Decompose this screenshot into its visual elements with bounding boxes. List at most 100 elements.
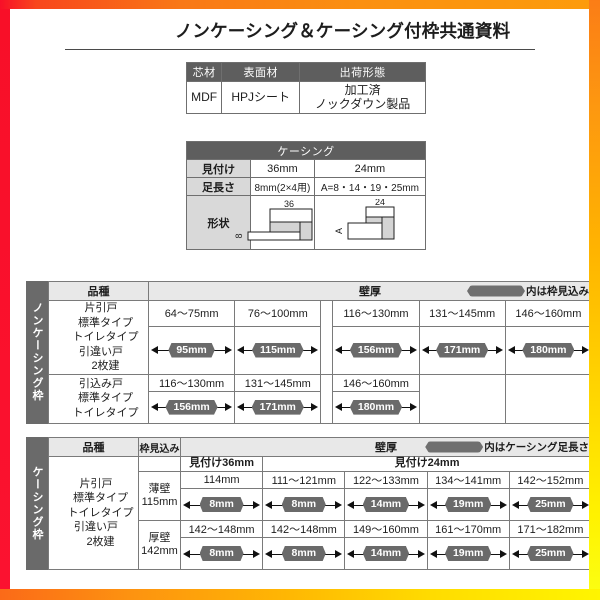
- page-border-left: [0, 0, 10, 600]
- cell-depth-thick: 厚壁 142mm: [138, 520, 181, 570]
- dimension-value: 8mm: [281, 497, 326, 512]
- cell-range-2: 76～100mm: [234, 300, 322, 327]
- header-kind: 品種: [49, 282, 149, 300]
- table-row-dimensions: 8mm 8mm 14mm: [49, 537, 593, 570]
- dimension-value: 14mm: [362, 546, 410, 561]
- dimension-arrow: 25mm: [510, 490, 591, 520]
- spacer-column: [320, 300, 334, 375]
- dimension-arrow: 156mm: [333, 335, 418, 365]
- dimension-arrow: 8mm: [263, 539, 344, 569]
- dimension-value: 180mm: [522, 342, 575, 358]
- cell-kind-casing: 片引戸 標準タイプ トイレタイプ 引違い戸 2枚建: [48, 456, 139, 570]
- table-row-dimensions: 95mm 115mm 156mm: [49, 325, 593, 375]
- cell-dim-5: 25mm: [508, 488, 593, 521]
- cell-surface-material: HPJシート: [221, 81, 301, 114]
- kind-line-5: 2枚建: [86, 535, 115, 548]
- dimension-value: 8mm: [199, 546, 244, 561]
- cell-range-3: 149～160mm: [344, 520, 428, 538]
- cell-dim-4: 171mm: [418, 325, 506, 375]
- cell-empty-1: [418, 373, 506, 424]
- note-casing-leg: 内はケーシング足長さ: [425, 440, 589, 455]
- page-title: ノンケーシング＆ケーシング付枠共通資料: [174, 21, 511, 41]
- cell-dim-1: 156mm: [147, 390, 236, 424]
- cell-range-2: 142～148mm: [262, 520, 346, 538]
- cell-dim-1: 8mm: [179, 537, 264, 570]
- shape-diagram-24: 24 A: [315, 197, 425, 249]
- svg-text:24: 24: [375, 199, 385, 207]
- cell-range-5: 142～152mm: [508, 471, 593, 489]
- depth-line-1: 薄壁: [148, 482, 171, 495]
- group-header-casing: ケーシング: [186, 141, 426, 160]
- section-side-label-casing: ケーシング枠: [26, 437, 48, 570]
- depth-line-2: 115mm: [141, 496, 178, 508]
- dimension-value: 19mm: [444, 546, 492, 561]
- dimension-arrow: 115mm: [235, 335, 320, 365]
- table-row: 見付け 36mm 24mm: [186, 159, 427, 178]
- cell-dim-4: 19mm: [426, 488, 510, 521]
- dimension-arrow: 8mm: [263, 490, 344, 520]
- cell-ashinagasa-36: 8mm(2×4用): [250, 177, 315, 196]
- non-casing-header-bar: 品種 壁厚 内は枠見込み: [48, 281, 592, 300]
- dimension-arrow: 180mm: [333, 392, 418, 422]
- dimension-value: 95mm: [168, 342, 215, 358]
- cell-range-3: 146～160mm: [332, 373, 420, 392]
- cell-kind-pocket: 引込み戸 標準タイプ トイレタイプ: [48, 373, 149, 424]
- dimension-arrow: 156mm: [149, 392, 234, 422]
- non-casing-data-table: 片引戸 標準タイプ トイレタイプ 引違い戸 2枚建 64～75mm 76～100…: [48, 300, 593, 424]
- header-wall-thickness: 壁厚 内は枠見込み: [149, 282, 591, 300]
- table-row-subheader: 片引戸 標準タイプ トイレタイプ 引違い戸 2枚建 見付け36mm 見付け24m…: [48, 456, 592, 570]
- note-casing-leg-text: 内はケーシング足長さ: [484, 441, 589, 454]
- dimension-value: 8mm: [199, 497, 244, 512]
- section-side-label-non-casing: ノンケーシング枠: [26, 281, 48, 424]
- svg-text:36: 36: [284, 199, 294, 209]
- depth-line-2: 142mm: [141, 545, 178, 557]
- dimension-value: 180mm: [349, 399, 403, 415]
- table-row: MDF HPJシート 加工済 ノックダウン製品: [185, 81, 426, 114]
- dimension-arrow: 171mm: [235, 392, 320, 422]
- cell-mitsuke-24: 24mm: [313, 159, 427, 178]
- spacer-column: [320, 373, 334, 424]
- kind-line-2: 標準タイプ: [73, 492, 128, 505]
- table-row-header: ケーシング: [186, 141, 426, 160]
- dimension-value: 171mm: [436, 342, 489, 358]
- pill-shape-icon: [425, 441, 484, 453]
- header-wall-thickness: 壁厚 内はケーシング足長さ: [181, 438, 591, 456]
- pill-shape-icon: [467, 285, 525, 297]
- cell-dim-5: 25mm: [508, 537, 593, 570]
- cell-dim-1: 8mm: [179, 488, 264, 521]
- table-row: 形状 36 8: [186, 195, 427, 250]
- cell-depth-thin: 薄壁 115mm: [138, 471, 181, 521]
- col-header-surface: 表面材: [221, 62, 301, 82]
- dimension-value: 156mm: [165, 399, 218, 415]
- document-page: ノンケーシング＆ケーシング付枠共通資料 芯材 表面材 出荷形態 MDF HPJシ…: [10, 9, 593, 589]
- casing-data-table: 片引戸 標準タイプ トイレタイプ 引違い戸 2枚建 見付け36mm 見付け24m…: [48, 456, 593, 570]
- kind-line-5: 2枚建: [91, 360, 120, 373]
- casing-profile-24-icon: 24 A: [334, 199, 395, 239]
- cell-dim-4: 19mm: [426, 537, 510, 570]
- note-frame-depth-text: 内は枠見込み: [526, 285, 589, 298]
- title-underline: [64, 49, 535, 50]
- casing-profile-36-icon: 36 8: [234, 199, 313, 240]
- cell-dim-3: 14mm: [344, 488, 428, 521]
- cell-dim-2: 115mm: [234, 325, 322, 375]
- header-frame-depth: 枠見込み: [139, 438, 181, 456]
- kind-line-1: 片引戸: [79, 477, 113, 490]
- dimension-value: 25mm: [527, 546, 574, 561]
- table-row: 足長さ 8mm(2×4用) A=8・14・19・25mm: [186, 177, 427, 196]
- cell-range-1: 142～148mm: [179, 520, 264, 538]
- dimension-arrow: 171mm: [420, 335, 505, 365]
- dimension-value: 8mm: [281, 546, 326, 561]
- cell-dim-3: 180mm: [332, 390, 420, 424]
- dimension-arrow: 19mm: [428, 490, 509, 520]
- depth-line-1: 厚壁: [148, 531, 171, 544]
- cell-range-1: 114mm: [179, 471, 264, 489]
- dimension-arrow: 14mm: [345, 490, 426, 520]
- header-wall-thickness-text: 壁厚: [375, 442, 397, 454]
- cell-range-2: 111～121mm: [262, 471, 346, 489]
- cell-range-2: 131～145mm: [234, 373, 322, 392]
- cell-mitsuke-36: 36mm: [250, 159, 315, 178]
- kind-line-2: 標準タイプ: [78, 316, 133, 329]
- cell-dim-2: 8mm: [262, 537, 346, 570]
- cell-core-material: MDF: [185, 81, 223, 114]
- dimension-value: 156mm: [349, 342, 403, 358]
